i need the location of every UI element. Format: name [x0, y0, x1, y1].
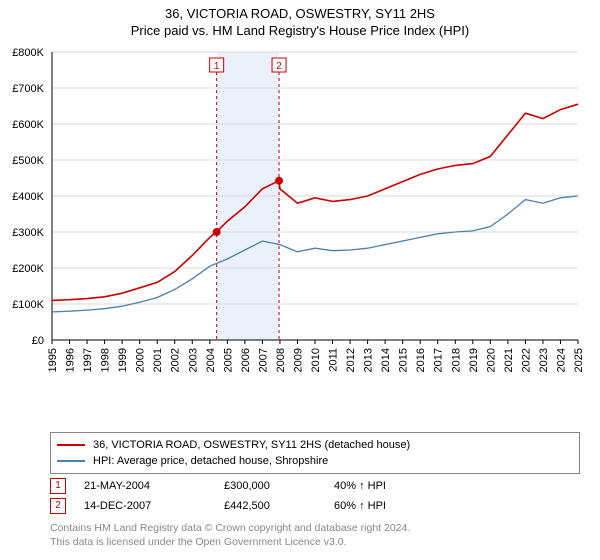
svg-text:1997: 1997 [82, 348, 94, 372]
svg-text:2004: 2004 [205, 348, 217, 372]
svg-text:1995: 1995 [47, 348, 59, 372]
svg-text:2018: 2018 [450, 348, 462, 372]
svg-text:£200K: £200K [12, 263, 44, 275]
svg-text:2019: 2019 [468, 348, 480, 372]
svg-text:2023: 2023 [538, 348, 550, 372]
event-date: 14-DEC-2007 [84, 500, 224, 512]
svg-text:2013: 2013 [363, 348, 375, 372]
svg-text:2008: 2008 [275, 348, 287, 372]
svg-text:£100K: £100K [12, 299, 44, 311]
svg-text:£500K: £500K [12, 155, 44, 167]
svg-text:2014: 2014 [380, 348, 392, 372]
event-marker-1: 1 [50, 478, 66, 494]
svg-text:2010: 2010 [310, 348, 322, 372]
price-chart: 12£0£100K£200K£300K£400K£500K£600K£700K£… [50, 50, 580, 380]
svg-text:2002: 2002 [170, 348, 182, 372]
legend-label: HPI: Average price, detached house, Shro… [93, 455, 328, 467]
svg-text:2021: 2021 [503, 348, 515, 372]
title-subtitle: Price paid vs. HM Land Registry's House … [0, 23, 600, 38]
footer-line2: This data is licensed under the Open Gov… [50, 536, 580, 550]
event-price: £300,000 [224, 480, 334, 492]
event-pct: 40% ↑ HPI [334, 480, 454, 492]
title-block: 36, VICTORIA ROAD, OSWESTRY, SY11 2HS Pr… [0, 0, 600, 38]
svg-text:2003: 2003 [187, 348, 199, 372]
svg-text:2025: 2025 [573, 348, 585, 372]
svg-text:2: 2 [276, 61, 282, 72]
svg-text:2017: 2017 [433, 348, 445, 372]
title-address: 36, VICTORIA ROAD, OSWESTRY, SY11 2HS [0, 6, 600, 21]
svg-text:2005: 2005 [222, 348, 234, 372]
event-pct: 60% ↑ HPI [334, 500, 454, 512]
event-price: £442,500 [224, 500, 334, 512]
svg-text:2024: 2024 [555, 348, 567, 372]
svg-text:£0: £0 [32, 335, 44, 347]
svg-text:1998: 1998 [100, 348, 112, 372]
svg-text:£800K: £800K [12, 47, 44, 59]
svg-text:1: 1 [214, 61, 220, 72]
footer-attribution: Contains HM Land Registry data © Crown c… [50, 522, 580, 549]
svg-text:1996: 1996 [65, 348, 77, 372]
footer-line1: Contains HM Land Registry data © Crown c… [50, 522, 580, 536]
svg-text:1999: 1999 [117, 348, 129, 372]
chart-container: 36, VICTORIA ROAD, OSWESTRY, SY11 2HS Pr… [0, 0, 600, 560]
event-row: 1 21-MAY-2004 £300,000 40% ↑ HPI [50, 476, 580, 496]
svg-text:2015: 2015 [398, 348, 410, 372]
svg-text:£600K: £600K [12, 119, 44, 131]
legend-item-hpi: HPI: Average price, detached house, Shro… [57, 453, 573, 469]
event-marker-2: 2 [50, 498, 66, 514]
svg-text:2020: 2020 [485, 348, 497, 372]
legend-swatch [57, 460, 85, 462]
events-table: 1 21-MAY-2004 £300,000 40% ↑ HPI 2 14-DE… [50, 476, 580, 516]
svg-text:£400K: £400K [12, 191, 44, 203]
svg-text:£700K: £700K [12, 83, 44, 95]
svg-text:£300K: £300K [12, 227, 44, 239]
svg-text:2022: 2022 [520, 348, 532, 372]
svg-text:2012: 2012 [345, 348, 357, 372]
svg-text:2009: 2009 [292, 348, 304, 372]
svg-text:2006: 2006 [240, 348, 252, 372]
svg-text:2016: 2016 [415, 348, 427, 372]
event-date: 21-MAY-2004 [84, 480, 224, 492]
svg-text:2007: 2007 [257, 348, 269, 372]
legend-label: 36, VICTORIA ROAD, OSWESTRY, SY11 2HS (d… [93, 439, 410, 451]
svg-text:2001: 2001 [152, 348, 164, 372]
svg-text:2000: 2000 [135, 348, 147, 372]
legend-item-subject: 36, VICTORIA ROAD, OSWESTRY, SY11 2HS (d… [57, 437, 573, 453]
svg-text:2011: 2011 [328, 348, 340, 372]
event-row: 2 14-DEC-2007 £442,500 60% ↑ HPI [50, 496, 580, 516]
legend: 36, VICTORIA ROAD, OSWESTRY, SY11 2HS (d… [50, 432, 580, 474]
legend-swatch [57, 444, 85, 446]
